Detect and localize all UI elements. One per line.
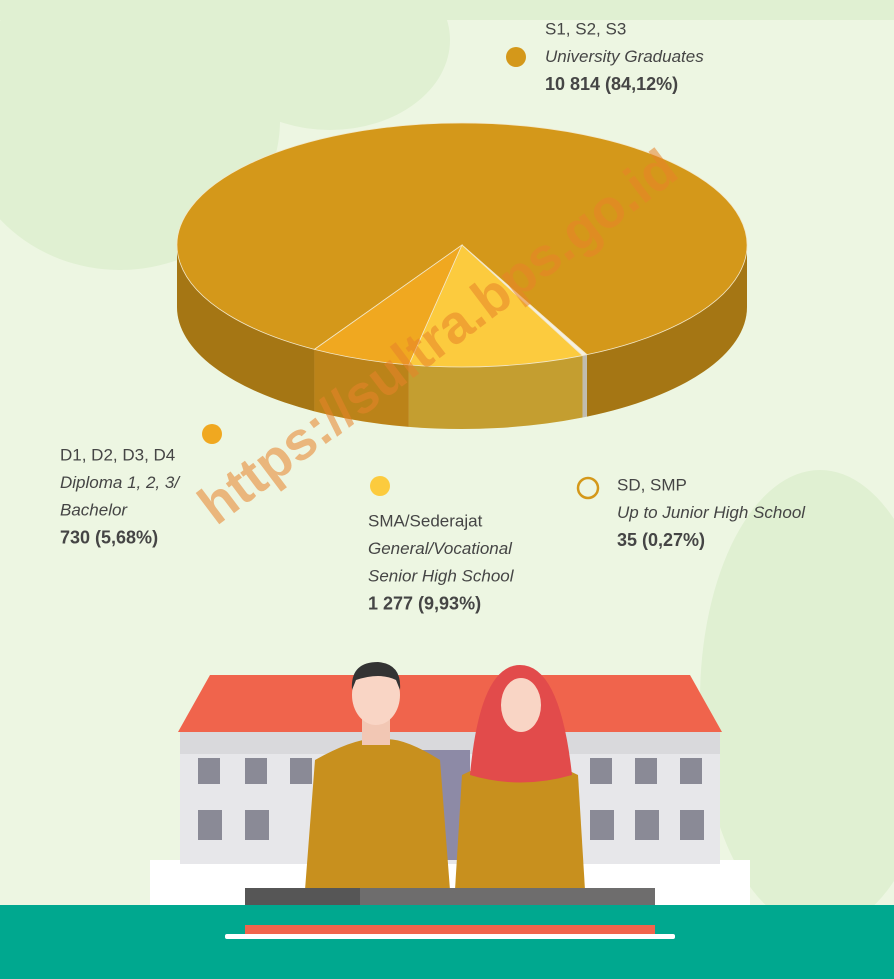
value-label: 35 (0,27%) <box>617 530 705 550</box>
pie-side-shade <box>583 355 587 418</box>
category-description: Up to Junior High School <box>617 503 806 522</box>
infographic: S1, S2, S3 University Graduates 10 814 (84… <box>0 0 894 979</box>
category-label: SD, SMP <box>617 475 687 494</box>
legend-dot <box>202 424 222 444</box>
page: {"chart_data": {"type": "pie", "categori… <box>0 0 894 979</box>
category-description: Diploma 1, 2, 3/ <box>60 473 181 492</box>
legend-dot <box>506 47 526 67</box>
value-label: 10 814 (84,12%) <box>545 74 678 94</box>
category-description: General/Vocational <box>368 539 513 558</box>
category-description: Bachelor <box>60 500 128 519</box>
value-label: 730 (5,68%) <box>60 527 158 547</box>
category-label: S1, S2, S3 <box>545 19 626 38</box>
category-description: University Graduates <box>545 47 704 66</box>
category-label: SMA/Sederajat <box>368 511 483 530</box>
category-label: D1, D2, D3, D4 <box>60 445 175 464</box>
legend-dot <box>370 476 390 496</box>
category-description: Senior High School <box>368 566 515 585</box>
value-label: 1 277 (9,93%) <box>368 593 481 613</box>
